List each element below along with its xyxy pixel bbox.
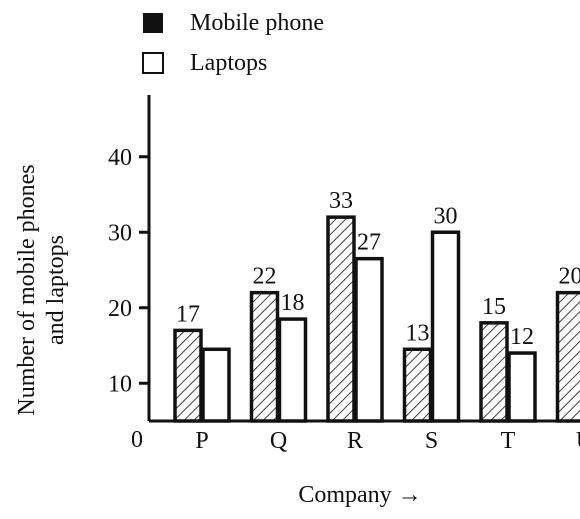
y-axis-title-line-2: and laptops — [43, 235, 69, 345]
x-tick-label-s: S — [425, 428, 438, 454]
data-label-laptops-q: 18 — [281, 290, 305, 316]
bar-mobile-phone-t — [479, 321, 509, 423]
data-label-laptops-r: 27 — [357, 230, 381, 256]
y-ticks: 10 20 30 40 — [108, 145, 149, 397]
x-axis-title: Company → — [298, 482, 421, 508]
data-label-laptops-t: 12 — [510, 324, 534, 350]
x-tick-label-q: Q — [270, 428, 287, 454]
bars — [173, 215, 580, 423]
bar-laptops-p — [201, 347, 231, 423]
data-label-laptops-s: 30 — [434, 203, 458, 229]
data-label-mobile-phone-q: 22 — [253, 264, 277, 290]
bar-mobile-phone-q — [249, 290, 280, 423]
y-tick-label-40: 40 — [108, 145, 132, 171]
bar-laptops-s — [430, 230, 461, 423]
data-label-mobile-phone-r: 33 — [329, 188, 353, 214]
legend: Mobile phone Laptops — [142, 10, 324, 76]
legend-label-mobile-phone: Mobile phone — [190, 10, 324, 36]
bar-mobile-phone-p — [173, 328, 203, 423]
y-axis-title: Number of mobile phones and laptops — [14, 164, 69, 415]
bar-mobile-phone-r — [326, 215, 356, 423]
legend-label-laptops: Laptops — [190, 50, 267, 76]
data-label-mobile-phone-t: 15 — [482, 294, 506, 320]
data-labels: 1722331315201827301217 — [176, 188, 580, 350]
bar-mobile-phone-s — [402, 347, 433, 423]
bar-mobile-phone-u — [555, 290, 580, 423]
x-tick-label-t: T — [501, 428, 516, 454]
data-label-mobile-phone-s: 13 — [406, 320, 430, 346]
legend-swatch-mobile-phone — [143, 13, 163, 33]
y-tick-label-10: 10 — [108, 371, 132, 397]
data-label-mobile-phone-u: 20 — [559, 264, 580, 290]
data-label-mobile-phone-p: 17 — [176, 301, 200, 327]
x-tick-label-p: P — [195, 428, 208, 454]
y-axis-title-line-1: Number of mobile phones — [14, 164, 40, 415]
y-tick-label-30: 30 — [108, 220, 132, 246]
bar-laptops-q — [277, 317, 308, 423]
bar-laptops-r — [354, 256, 384, 423]
x-tick-label-u: U — [576, 428, 580, 454]
y-tick-label-20: 20 — [108, 296, 132, 322]
bar-laptops-t — [507, 351, 537, 423]
origin-label: 0 — [131, 427, 143, 453]
x-tick-label-r: R — [347, 428, 363, 454]
legend-swatch-laptops — [142, 52, 164, 74]
x-tick-labels: P Q R S T U — [195, 428, 580, 454]
